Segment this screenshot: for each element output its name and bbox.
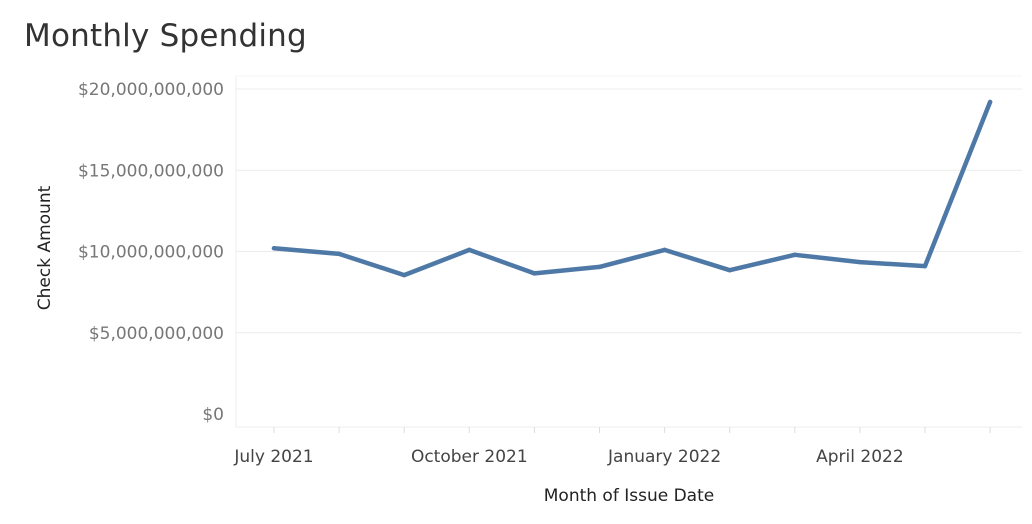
y-axis: $0 $5,000,000,000 $10,000,000,000 $15,000,0… (78, 80, 224, 425)
y-tick-label: $5,000,000,000 (89, 324, 224, 344)
data-point[interactable] (727, 267, 732, 273)
series-layer (271, 99, 993, 278)
data-point[interactable] (271, 246, 277, 251)
y-tick-label: $15,000,000,000 (78, 161, 224, 181)
data-point[interactable] (467, 247, 472, 253)
gridlines (235, 75, 1022, 428)
data-point[interactable] (336, 251, 342, 257)
x-axis-title: Month of Issue Date (544, 486, 714, 506)
y-tick-label: $0 (202, 405, 224, 425)
data-point[interactable] (792, 252, 797, 257)
series-line (271, 99, 993, 278)
x-tick-label: January 2022 (607, 447, 721, 467)
y-tick-label: $10,000,000,000 (78, 243, 224, 263)
y-axis-title: Check Amount (35, 185, 55, 310)
x-axis: July 2021 October 2021 January 2022 April 2… (233, 427, 991, 467)
data-point[interactable] (532, 271, 537, 276)
data-point[interactable] (857, 259, 863, 265)
data-point[interactable] (402, 272, 407, 278)
x-tick-label: July 2021 (233, 447, 313, 467)
data-point[interactable] (597, 264, 602, 270)
x-tick-label: October 2021 (411, 447, 528, 467)
chart-title: Monthly Spending (24, 18, 307, 54)
data-point[interactable] (662, 247, 667, 253)
data-point[interactable] (922, 263, 928, 269)
data-point[interactable] (987, 99, 993, 105)
y-tick-label: $20,000,000,000 (78, 80, 224, 100)
x-tick-label: April 2022 (816, 447, 904, 467)
